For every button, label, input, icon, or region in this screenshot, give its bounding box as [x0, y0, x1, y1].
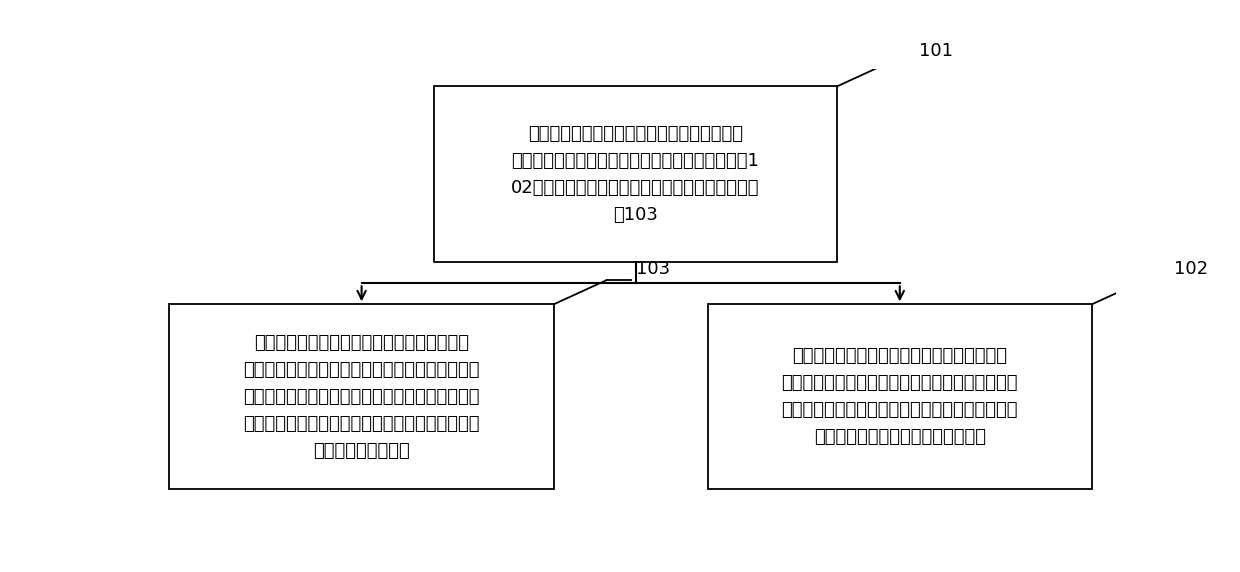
Bar — [170, 304, 554, 489]
Bar — [434, 86, 837, 263]
Text: 102: 102 — [1173, 260, 1208, 278]
Bar — [708, 304, 1092, 489]
Text: 101: 101 — [919, 42, 954, 60]
Text: 根据车辆使用情况，判断车辆的当前使用时段
，若当前使用时段处于未被使用时段，则执行步骤1
02，若当前使用时段处于正常使用时段，则执行步
骤103: 根据车辆使用情况，判断车辆的当前使用时段 ，若当前使用时段处于未被使用时段，则执… — [511, 125, 760, 224]
Text: 103: 103 — [635, 260, 670, 278]
Text: 在车辆使用前的第一预置时间内启动车内空气
净化功能，并启动时长为第一预置时间的计时，当
计时结束时，检测车内气体浓度，若车内气体浓度
小于第一预置浓度，则停止检: 在车辆使用前的第一预置时间内启动车内空气 净化功能，并启动时长为第一预置时间的计… — [243, 333, 480, 460]
Text: 实时检测车内气体浓度，当车内气体浓度大于
等于第一预置浓度时，启动车内空气净化功能，直
至车内气体浓度小于第二预置浓度时，停止检测车
内气体浓度并关闭车内空气净: 实时检测车内气体浓度，当车内气体浓度大于 等于第一预置浓度时，启动车内空气净化功… — [781, 347, 1018, 446]
